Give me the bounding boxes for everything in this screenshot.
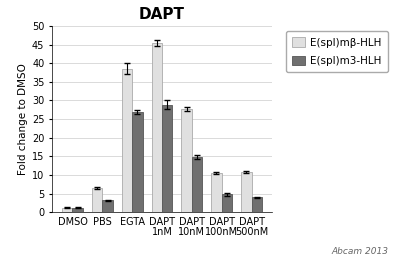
- Bar: [241, 172, 252, 212]
- Legend: E(spl)mβ-HLH, E(spl)m3-HLH: E(spl)mβ-HLH, E(spl)m3-HLH: [286, 31, 388, 73]
- Bar: [152, 43, 162, 212]
- Y-axis label: Fold change to DMSO: Fold change to DMSO: [18, 63, 28, 175]
- Bar: [162, 105, 172, 212]
- Title: DAPT: DAPT: [139, 7, 185, 22]
- Bar: [252, 197, 262, 212]
- Bar: [122, 69, 132, 212]
- Bar: [92, 188, 102, 212]
- Bar: [182, 109, 192, 212]
- Text: Abcam 2013: Abcam 2013: [331, 247, 388, 256]
- Bar: [132, 112, 142, 212]
- Bar: [62, 207, 72, 212]
- Bar: [102, 200, 113, 212]
- Bar: [211, 173, 222, 212]
- Bar: [72, 207, 83, 212]
- Bar: [222, 195, 232, 212]
- Bar: [192, 157, 202, 212]
